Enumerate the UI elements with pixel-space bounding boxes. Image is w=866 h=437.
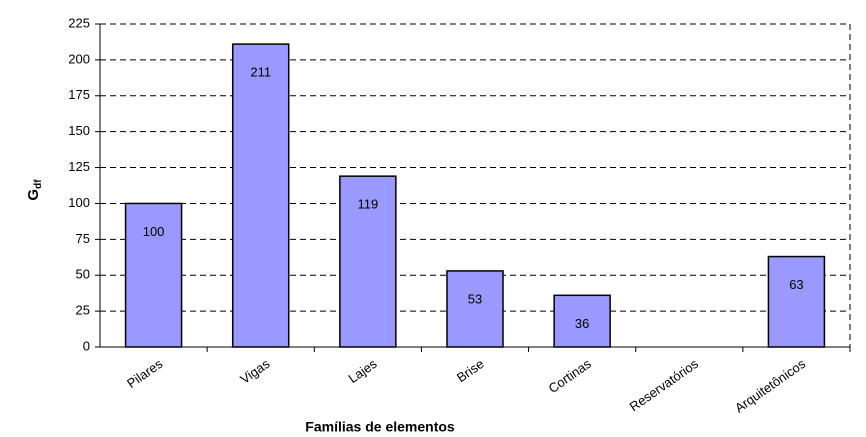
bar bbox=[231, 43, 290, 348]
x-tick-label: Pilares bbox=[124, 356, 166, 391]
bar bbox=[446, 270, 504, 348]
bar bbox=[339, 175, 397, 348]
x-axis-title: Famílias de elementos bbox=[305, 419, 455, 435]
y-tick-label: 200 bbox=[68, 51, 90, 66]
bar bbox=[767, 255, 826, 348]
y-tick-label: 75 bbox=[76, 231, 90, 246]
y-tick-label: 50 bbox=[76, 267, 90, 282]
bar bbox=[553, 294, 611, 348]
x-tick-label: Lajes bbox=[345, 356, 379, 386]
y-axis-title: Gdf bbox=[25, 179, 44, 201]
y-tick-label: 100 bbox=[68, 195, 90, 210]
data-label: 211 bbox=[250, 65, 271, 80]
bar bbox=[124, 202, 183, 348]
y-tick-label: 0 bbox=[83, 338, 90, 353]
y-tick-label: 125 bbox=[68, 159, 90, 174]
x-tick-label: Arquitetônicos bbox=[732, 356, 808, 416]
x-tick-label: Reservatórios bbox=[627, 356, 702, 415]
data-label: 36 bbox=[575, 316, 589, 331]
data-label: 119 bbox=[357, 197, 378, 212]
y-axis-title-main: G bbox=[25, 189, 42, 201]
data-label: 53 bbox=[468, 291, 482, 306]
x-tick-label: Vigas bbox=[237, 356, 272, 387]
y-tick-label: 225 bbox=[68, 15, 90, 30]
x-tick-label: Brise bbox=[454, 356, 487, 385]
y-axis-title-sub: df bbox=[33, 179, 44, 189]
y-tick-label: 25 bbox=[76, 303, 90, 318]
data-label: 63 bbox=[789, 277, 803, 292]
data-label: 100 bbox=[143, 224, 165, 239]
y-tick-label: 175 bbox=[68, 87, 90, 102]
x-tick-label: Cortinas bbox=[546, 356, 595, 396]
y-tick-label: 150 bbox=[68, 123, 90, 138]
